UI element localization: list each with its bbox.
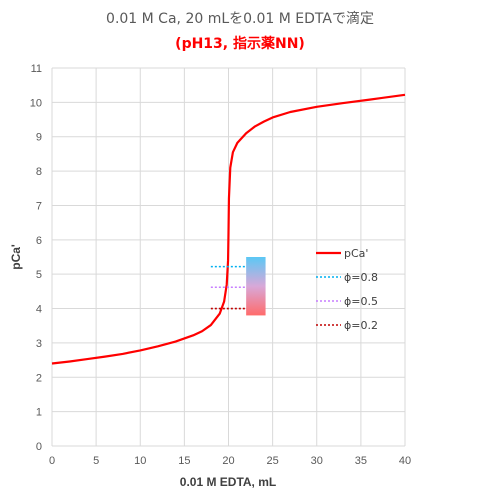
y-tick-label: 3 bbox=[36, 338, 42, 350]
y-tick-label: 1 bbox=[36, 407, 42, 419]
chart-subtitle: (pH13, 指示薬NN) bbox=[175, 35, 305, 52]
x-tick-label: 40 bbox=[399, 455, 411, 467]
y-tick-label: 5 bbox=[36, 269, 42, 281]
x-tick-label: 15 bbox=[178, 455, 190, 467]
legend-label-3: ϕ=0.2 bbox=[344, 319, 378, 332]
x-tick-label: 35 bbox=[355, 455, 367, 467]
y-tick-label: 8 bbox=[36, 166, 42, 178]
series-group bbox=[51, 93, 406, 365]
legend-label-0: pCa' bbox=[344, 247, 368, 260]
x-tick-label: 25 bbox=[267, 455, 279, 467]
y-tick-label: 6 bbox=[36, 235, 42, 247]
y-tick-label: 9 bbox=[36, 132, 42, 144]
series-line-0 bbox=[51, 93, 406, 365]
y-tick-labels: 0 1 2 3 4 5 6 7 8 9 10 11 bbox=[30, 63, 42, 453]
legend-label-2: ϕ=0.5 bbox=[344, 295, 378, 308]
legend-label-1: ϕ=0.8 bbox=[344, 271, 378, 284]
y-tick-label: 7 bbox=[36, 200, 42, 212]
x-axis-label: 0.01 M EDTA, mL bbox=[180, 475, 276, 489]
x-tick-label: 30 bbox=[311, 455, 323, 467]
x-tick-label: 20 bbox=[222, 455, 234, 467]
y-tick-label: 11 bbox=[31, 63, 42, 75]
x-tick-labels: 0 5 10 15 20 25 30 35 40 bbox=[49, 455, 411, 467]
y-tick-label: 2 bbox=[36, 372, 42, 384]
y-tick-label: 0 bbox=[36, 441, 42, 453]
y-axis-label: pCa' bbox=[9, 244, 23, 270]
x-tick-label: 0 bbox=[49, 455, 55, 467]
indicator-color-bar bbox=[246, 257, 266, 316]
legend: pCa' ϕ=0.8 ϕ=0.5 ϕ=0.2 bbox=[316, 247, 378, 332]
x-tick-label: 10 bbox=[134, 455, 146, 467]
y-tick-label: 10 bbox=[30, 97, 42, 109]
y-tick-label: 4 bbox=[36, 304, 42, 316]
x-tick-label: 5 bbox=[93, 455, 99, 467]
chart-title: 0.01 M Ca, 20 mLを0.01 M EDTAで滴定 bbox=[106, 10, 374, 27]
